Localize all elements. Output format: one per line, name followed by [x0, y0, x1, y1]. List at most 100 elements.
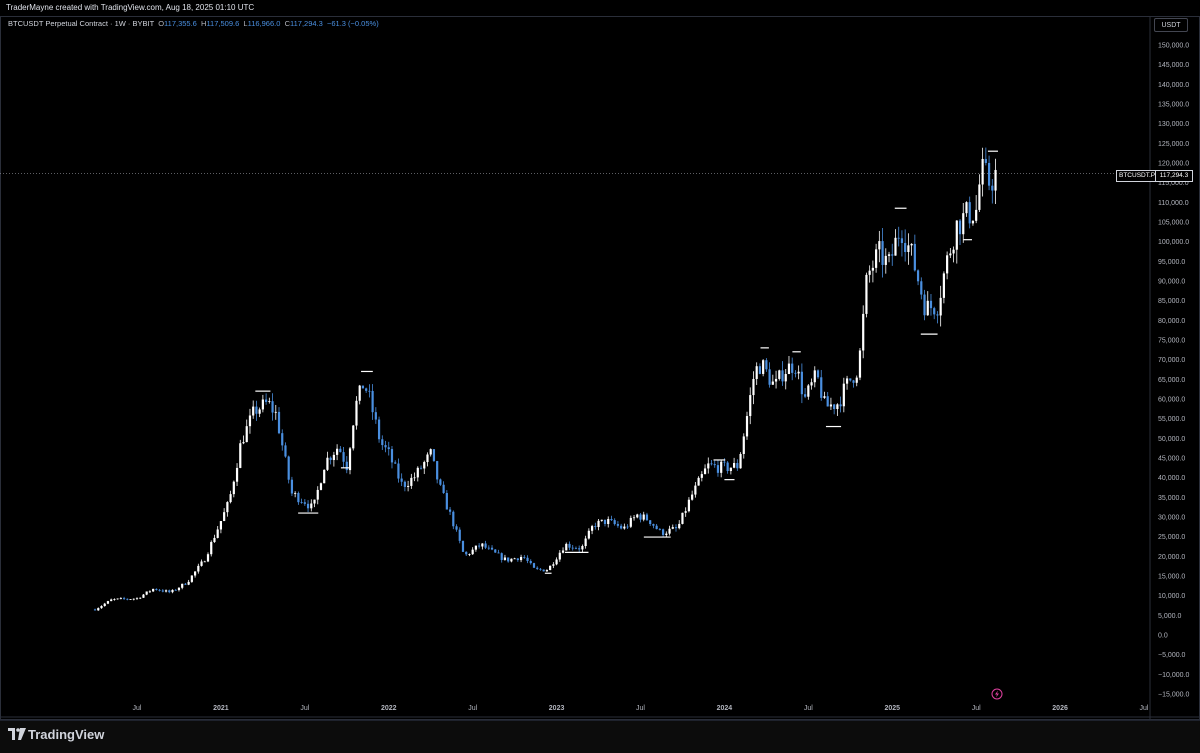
candle-body — [616, 524, 620, 526]
y-tick-label: 75,000.0 — [1158, 338, 1185, 345]
candle-body — [290, 479, 294, 494]
candle-body — [381, 439, 384, 446]
candle-body — [342, 452, 345, 462]
candle-body — [623, 526, 626, 529]
candle-body — [745, 416, 749, 437]
candle-body — [526, 557, 529, 562]
candle-body — [423, 462, 426, 469]
candle-body — [910, 243, 913, 246]
candle-body — [500, 553, 503, 560]
candle-body — [823, 396, 826, 398]
candle-body — [678, 523, 681, 529]
candle-body — [949, 253, 952, 256]
lightning-bolt-icon — [995, 690, 999, 698]
x-tick-label: 2022 — [381, 705, 397, 712]
candle-body — [365, 388, 368, 391]
y-tick-label: 90,000.0 — [1158, 279, 1185, 286]
y-tick-label: 25,000.0 — [1158, 534, 1185, 541]
y-tick-label: 120,000.0 — [1158, 161, 1189, 168]
close-value: 117,294.3 — [290, 19, 323, 28]
candle-body — [632, 517, 636, 519]
candle-body — [145, 591, 148, 595]
candle-body — [590, 526, 594, 531]
candle-body — [587, 530, 590, 539]
candle-body — [797, 371, 800, 374]
candle-body — [539, 568, 542, 570]
candle-body — [732, 463, 736, 468]
tradingview-logo-icon[interactable] — [8, 728, 26, 740]
candle-body — [820, 377, 823, 398]
candle-body — [529, 561, 532, 564]
candle-body — [994, 169, 997, 191]
candle-body — [713, 464, 716, 466]
candle-body — [465, 551, 468, 555]
x-tick-label: Jul — [636, 705, 645, 712]
candle-body — [904, 243, 907, 253]
creator-line: TraderMayne created with TradingView.com… — [6, 3, 255, 12]
candle-body — [900, 238, 904, 244]
candle-body — [771, 381, 774, 385]
candle-body — [326, 457, 329, 470]
y-tick-label: 55,000.0 — [1158, 416, 1185, 423]
candle-body — [645, 514, 649, 521]
candle-body — [561, 550, 565, 553]
y-tick-label: 85,000.0 — [1158, 298, 1185, 305]
candle-body — [707, 463, 710, 469]
y-tick-label: 5,000.0 — [1158, 613, 1181, 620]
candle-body — [210, 542, 213, 555]
candle-body — [419, 467, 423, 469]
candle-body — [110, 599, 113, 602]
candle-body — [603, 519, 607, 524]
candle-body — [100, 606, 103, 609]
y-tick-label: 30,000.0 — [1158, 515, 1185, 522]
candle-body — [371, 390, 374, 413]
candle-body — [552, 564, 555, 566]
candle-body — [952, 249, 955, 254]
candle-body — [268, 401, 271, 402]
candle-body — [674, 527, 678, 529]
candle-body — [800, 371, 803, 395]
candle-body — [494, 549, 497, 553]
candle-body — [197, 565, 200, 572]
candle-body — [871, 267, 874, 271]
candle-body — [319, 483, 323, 490]
candle-body — [726, 462, 729, 472]
candle-body — [691, 494, 694, 500]
candle-body — [368, 390, 371, 392]
currency-button[interactable]: USDT — [1154, 18, 1188, 32]
last-price-value-label: 117,294.3 — [1155, 170, 1193, 182]
price-chart[interactable]: 150,000.0 145,000.0 140,000.0 135,000.0 130,… — [0, 16, 1200, 720]
high-value: 117,509.6 — [206, 19, 240, 28]
candle-body — [661, 529, 665, 535]
candle-body — [164, 590, 168, 592]
candle-body — [929, 300, 933, 309]
y-tick-label: 40,000.0 — [1158, 475, 1185, 482]
candle-body — [649, 520, 652, 525]
candle-body — [442, 484, 445, 494]
candle-body — [355, 400, 358, 426]
candle-body — [135, 598, 139, 600]
candle-body — [787, 363, 791, 375]
candle-body — [749, 395, 752, 417]
candle-body — [413, 477, 416, 479]
symbol-name[interactable]: BTCUSDT Perpetual Contract · 1W · BYBIT — [8, 19, 155, 28]
candle-body — [865, 274, 868, 314]
candle-body — [155, 588, 158, 590]
candle-body — [510, 558, 513, 562]
candle-body — [142, 594, 145, 598]
candle-body — [597, 520, 600, 528]
candle-body — [116, 598, 119, 600]
candle-body — [739, 453, 742, 469]
candle-body — [481, 543, 484, 547]
tradingview-brand[interactable]: TradingView — [28, 727, 105, 742]
candle-body — [574, 547, 578, 549]
candle-body — [519, 556, 523, 561]
lightning-icon[interactable] — [991, 688, 1003, 700]
candle-body — [636, 514, 639, 518]
candle-body — [532, 563, 536, 568]
open-value: 117,355.6 — [164, 19, 197, 28]
change-value: −61.3 (−0.05%) — [326, 19, 379, 28]
candle-body — [200, 561, 203, 566]
candle-body — [232, 481, 235, 495]
candle-body — [139, 597, 142, 599]
